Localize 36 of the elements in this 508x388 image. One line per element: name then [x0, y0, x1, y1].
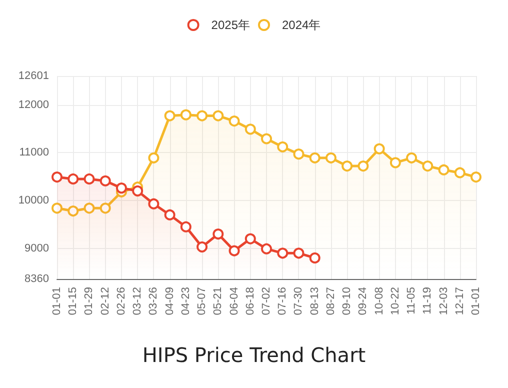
x-tick-label: 02-26: [115, 287, 128, 316]
x-tick-label: 06-04: [228, 287, 240, 316]
y-tick-label: 8360: [24, 273, 49, 285]
x-tick-label: 09-24: [357, 287, 370, 316]
x-tick-label: 05-07: [196, 287, 208, 316]
x-tick-label: 10-08: [373, 287, 386, 316]
x-tick-label: 12-17: [454, 287, 466, 316]
x-tick-label: 12-03: [438, 287, 450, 316]
x-tick-label: 04-23: [180, 287, 192, 316]
x-tick-label: 01-15: [67, 287, 80, 316]
legend-label: 2025年: [211, 18, 250, 32]
x-tick-label: 02-12: [99, 287, 112, 316]
x-tick-label: 04-09: [164, 287, 176, 316]
x-tick-label: 06-18: [244, 287, 256, 316]
y-tick-label: 10000: [18, 194, 49, 206]
x-tick-label: 03-26: [148, 287, 160, 316]
x-tick-label: 05-21: [212, 287, 224, 316]
x-tick-label: 07-02: [260, 287, 272, 316]
x-tick-label: 03-12: [132, 287, 144, 316]
y-tick-label: 12601: [18, 70, 49, 82]
x-tick-label: 01-29: [83, 287, 96, 316]
x-tick-label: 01-01: [51, 287, 63, 316]
x-tick-label: 07-30: [292, 287, 305, 316]
x-tick-label: 09-10: [341, 287, 354, 316]
x-tick-label: 10-22: [389, 287, 402, 316]
x-tick-label: 11-05: [406, 287, 418, 314]
y-tick-label: 12000: [18, 98, 49, 111]
x-tick-label: 11-19: [422, 287, 434, 314]
text: HIPS Price Trend Chart: [142, 343, 366, 367]
x-tick-label: 07-16: [276, 287, 289, 316]
y-tick-label: 11000: [19, 146, 49, 159]
y-tick-label: 9000: [24, 242, 49, 254]
legend-label: 2024年: [282, 18, 321, 32]
x-tick-label: 08-13: [308, 287, 321, 316]
x-tick-label: 08-27: [324, 287, 337, 316]
x-tick-label: 01-01: [470, 287, 482, 316]
